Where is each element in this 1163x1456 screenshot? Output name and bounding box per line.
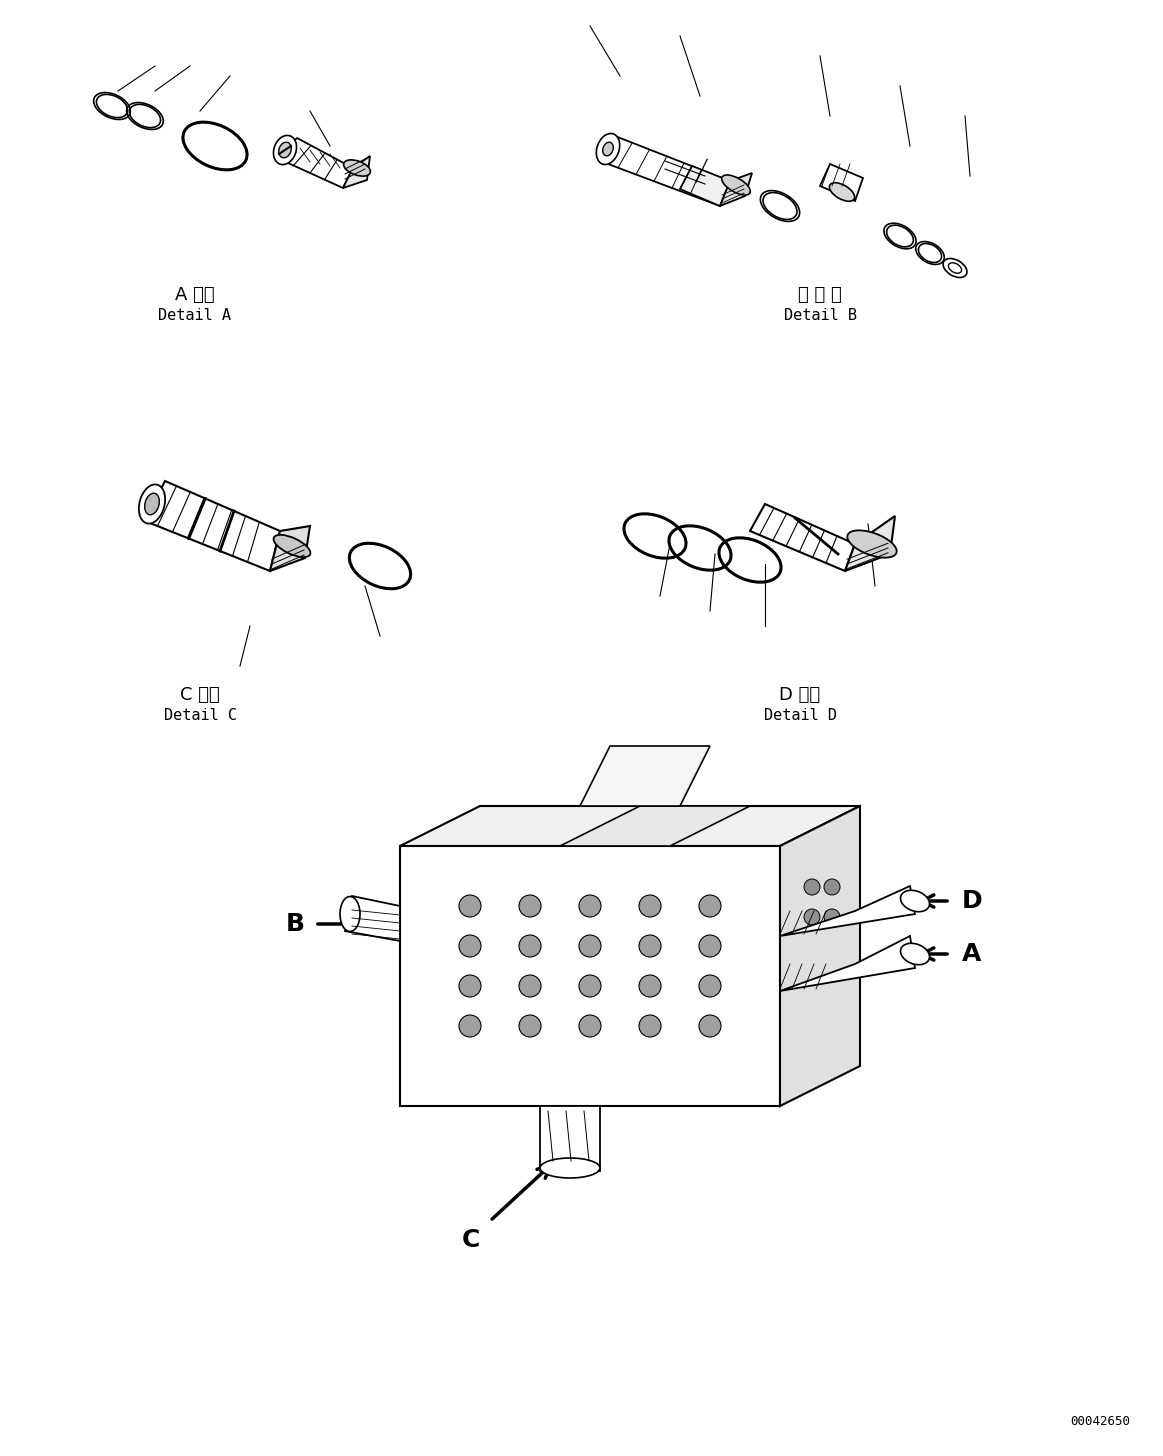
Ellipse shape bbox=[602, 143, 613, 156]
Polygon shape bbox=[400, 807, 859, 846]
Text: A 詳細: A 詳細 bbox=[176, 285, 215, 304]
Circle shape bbox=[825, 909, 840, 925]
Polygon shape bbox=[780, 807, 859, 1107]
Circle shape bbox=[638, 935, 661, 957]
Ellipse shape bbox=[900, 943, 929, 965]
Ellipse shape bbox=[943, 259, 966, 278]
Text: Detail B: Detail B bbox=[784, 309, 856, 323]
Polygon shape bbox=[270, 526, 311, 571]
Circle shape bbox=[519, 935, 541, 957]
Text: C 詳細: C 詳細 bbox=[180, 686, 220, 705]
Circle shape bbox=[459, 1015, 481, 1037]
Ellipse shape bbox=[900, 890, 929, 911]
Text: D: D bbox=[962, 890, 983, 913]
Polygon shape bbox=[750, 504, 855, 571]
Polygon shape bbox=[600, 135, 730, 205]
Ellipse shape bbox=[540, 1158, 600, 1178]
Polygon shape bbox=[400, 846, 780, 1107]
Polygon shape bbox=[680, 166, 730, 205]
Polygon shape bbox=[277, 138, 354, 188]
Polygon shape bbox=[345, 895, 400, 941]
Circle shape bbox=[459, 935, 481, 957]
Text: D 詳細: D 詳細 bbox=[779, 686, 821, 705]
Text: B: B bbox=[286, 911, 305, 936]
Text: Detail A: Detail A bbox=[158, 309, 231, 323]
Text: 00042650: 00042650 bbox=[1070, 1415, 1130, 1428]
Ellipse shape bbox=[722, 175, 750, 195]
Circle shape bbox=[519, 1015, 541, 1037]
Polygon shape bbox=[343, 156, 370, 188]
Circle shape bbox=[804, 909, 820, 925]
Text: C: C bbox=[462, 1227, 480, 1252]
Polygon shape bbox=[780, 887, 915, 936]
Polygon shape bbox=[780, 936, 915, 992]
Polygon shape bbox=[561, 807, 750, 846]
Circle shape bbox=[804, 879, 820, 895]
Polygon shape bbox=[580, 745, 709, 807]
Circle shape bbox=[459, 976, 481, 997]
Circle shape bbox=[825, 879, 840, 895]
Circle shape bbox=[638, 1015, 661, 1037]
Circle shape bbox=[699, 895, 721, 917]
Circle shape bbox=[459, 895, 481, 917]
Ellipse shape bbox=[273, 135, 297, 165]
Circle shape bbox=[699, 976, 721, 997]
Ellipse shape bbox=[340, 897, 361, 932]
Text: 日 詳 細: 日 詳 細 bbox=[798, 285, 842, 304]
Circle shape bbox=[638, 895, 661, 917]
Circle shape bbox=[699, 1015, 721, 1037]
Ellipse shape bbox=[273, 534, 311, 558]
Text: A: A bbox=[962, 942, 982, 965]
Circle shape bbox=[579, 1015, 601, 1037]
Polygon shape bbox=[720, 173, 752, 205]
Circle shape bbox=[579, 935, 601, 957]
Circle shape bbox=[519, 895, 541, 917]
Polygon shape bbox=[820, 165, 863, 201]
Ellipse shape bbox=[343, 160, 370, 176]
Polygon shape bbox=[540, 1107, 600, 1171]
Text: Detail C: Detail C bbox=[164, 708, 236, 724]
Circle shape bbox=[579, 976, 601, 997]
Ellipse shape bbox=[138, 485, 165, 524]
Ellipse shape bbox=[848, 530, 897, 558]
Polygon shape bbox=[145, 480, 280, 571]
Ellipse shape bbox=[829, 183, 855, 201]
Ellipse shape bbox=[597, 134, 620, 165]
Polygon shape bbox=[846, 515, 896, 571]
Text: Detail D: Detail D bbox=[763, 708, 836, 724]
Circle shape bbox=[638, 976, 661, 997]
Circle shape bbox=[579, 895, 601, 917]
Circle shape bbox=[699, 935, 721, 957]
Ellipse shape bbox=[279, 143, 291, 157]
Ellipse shape bbox=[949, 262, 962, 274]
Ellipse shape bbox=[144, 494, 159, 515]
Circle shape bbox=[519, 976, 541, 997]
